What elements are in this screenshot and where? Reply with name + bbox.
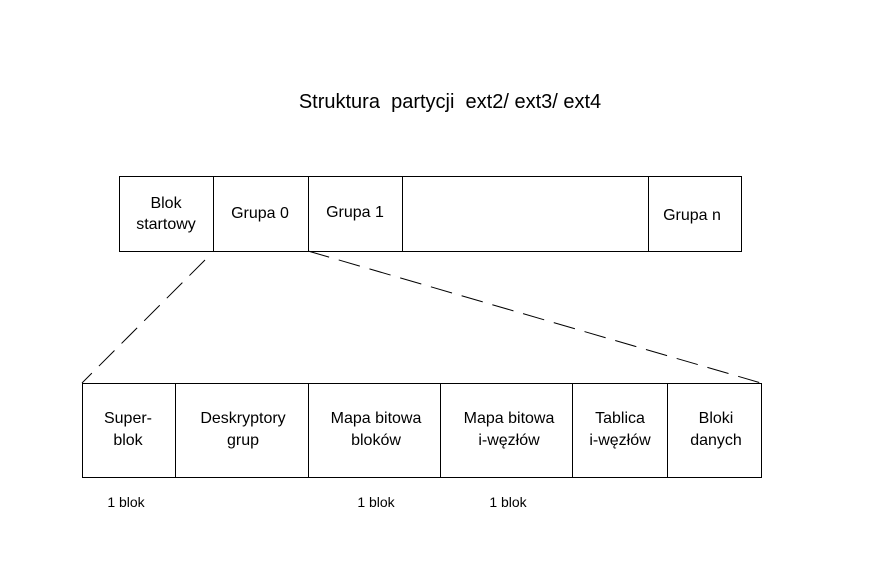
cell-label: i-węzłów — [589, 432, 651, 449]
cell-label: Tablica — [595, 410, 645, 427]
cell-label: Grupa n — [663, 207, 721, 224]
cell-label: bloków — [351, 432, 401, 449]
size-note: 1 blok — [357, 494, 395, 510]
zoom-line — [81, 259, 206, 384]
cell-label: danych — [690, 432, 742, 449]
zoom-line — [307, 250, 762, 384]
cell-label: Grupa 0 — [231, 205, 289, 222]
cell-label: Super- — [104, 410, 152, 427]
cell-label: startowy — [136, 216, 196, 233]
cell-label: Bloki — [699, 410, 734, 427]
size-note: 1 blok — [107, 494, 145, 510]
cell-label: blok — [113, 432, 143, 449]
partition-row: Blok startowy Grupa 0 Grupa 1 Grupa n — [119, 176, 742, 252]
title: Struktura partycji ext2/ ext3/ ext4 — [299, 91, 601, 113]
size-note: 1 blok — [489, 494, 527, 510]
cell-label: Deskryptory — [200, 410, 285, 427]
cell-label: Mapa bitowa — [464, 410, 555, 427]
cell-label: Blok — [150, 195, 182, 212]
cell-label: grup — [227, 432, 259, 449]
cell-label: i-węzłów — [478, 432, 540, 449]
group-row: Super- blok Deskryptory grup Mapa bitowa… — [82, 383, 762, 478]
partition-box — [119, 176, 742, 252]
cell-label: Mapa bitowa — [331, 410, 422, 427]
group-box — [82, 383, 762, 478]
cell-label: Grupa 1 — [326, 204, 384, 221]
